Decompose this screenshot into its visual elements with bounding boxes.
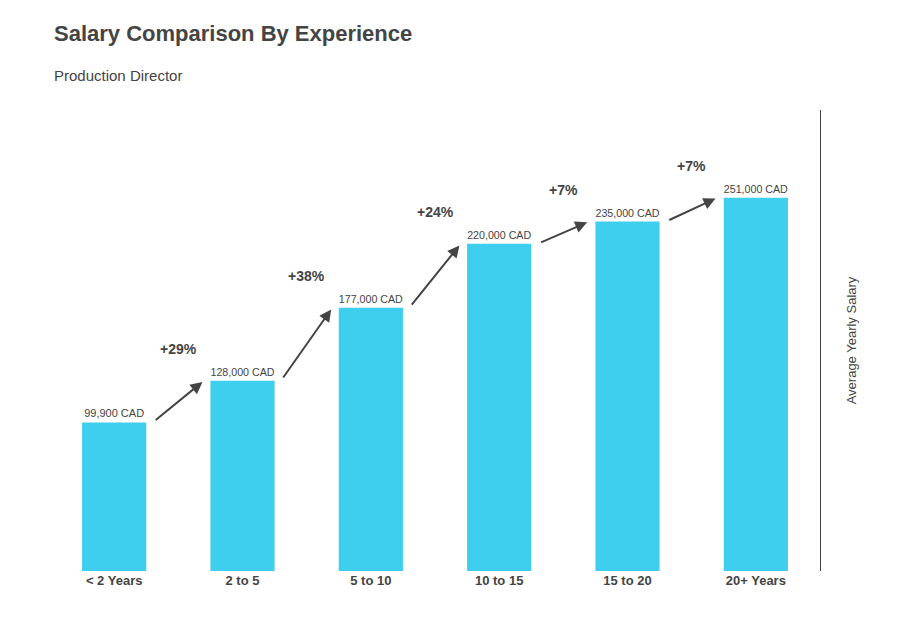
svg-text:99,900 CAD: 99,900 CAD <box>84 407 144 419</box>
svg-text:20+ Years: 20+ Years <box>726 573 786 588</box>
svg-text:251,000 CAD: 251,000 CAD <box>724 183 788 195</box>
svg-text:235,000 CAD: 235,000 CAD <box>595 207 659 219</box>
svg-text:+7%: +7% <box>549 182 578 198</box>
svg-text:Production Director: Production Director <box>54 67 182 84</box>
svg-text:Salary Comparison By Experienc: Salary Comparison By Experience <box>54 21 412 46</box>
svg-text:15 to 20: 15 to 20 <box>603 573 651 588</box>
svg-text:+29%: +29% <box>160 341 197 357</box>
svg-text:220,000 CAD: 220,000 CAD <box>467 229 531 241</box>
svg-text:+24%: +24% <box>417 204 454 220</box>
svg-text:10 to 15: 10 to 15 <box>475 573 523 588</box>
svg-text:177,000 CAD: 177,000 CAD <box>339 293 403 305</box>
svg-text:< 2 Years: < 2 Years <box>86 573 143 588</box>
svg-text:Average Yearly Salary: Average Yearly Salary <box>844 276 859 404</box>
svg-text:2 to 5: 2 to 5 <box>226 573 260 588</box>
svg-text:5 to 10: 5 to 10 <box>350 573 391 588</box>
svg-text:+7%: +7% <box>677 158 706 174</box>
svg-text:+38%: +38% <box>288 268 325 284</box>
svg-text:128,000 CAD: 128,000 CAD <box>210 366 274 378</box>
